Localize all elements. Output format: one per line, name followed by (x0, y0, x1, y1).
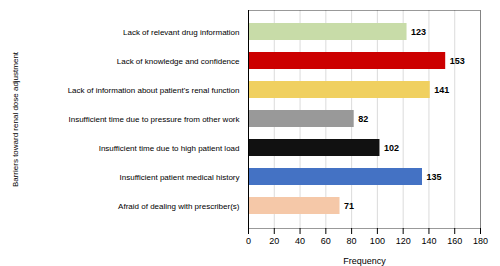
svg-text:0: 0 (246, 236, 251, 246)
svg-text:Insufficient patient medical h: Insufficient patient medical history (120, 173, 240, 182)
svg-text:Lack of relevant drug informat: Lack of relevant drug information (123, 28, 240, 37)
svg-text:60: 60 (321, 236, 331, 246)
svg-text:141: 141 (434, 85, 449, 95)
svg-text:82: 82 (358, 114, 368, 124)
svg-text:140: 140 (421, 236, 436, 246)
svg-text:20: 20 (269, 236, 279, 246)
svg-text:40: 40 (295, 236, 305, 246)
svg-text:153: 153 (450, 56, 465, 66)
svg-text:180: 180 (473, 236, 488, 246)
svg-text:Lack of knowledge and confiden: Lack of knowledge and confidence (117, 57, 240, 66)
svg-text:Insufficient time due to high: Insufficient time due to high patient lo… (99, 144, 240, 153)
svg-text:Insufficient time due to press: Insufficient time due to pressure from o… (68, 115, 240, 124)
svg-text:100: 100 (370, 236, 385, 246)
svg-text:71: 71 (344, 201, 354, 211)
svg-text:102: 102 (384, 143, 399, 153)
svg-text:160: 160 (447, 236, 462, 246)
svg-text:80: 80 (347, 236, 357, 246)
svg-text:Afraid of dealing with prescri: Afraid of dealing with prescriber(s) (118, 202, 240, 211)
svg-text:135: 135 (427, 172, 442, 182)
svg-text:Barriers toward renal dose adj: Barriers toward renal dose adjustment (11, 51, 20, 187)
svg-text:123: 123 (411, 27, 426, 37)
svg-text:120: 120 (396, 236, 411, 246)
svg-text:Frequency: Frequency (343, 256, 386, 266)
svg-text:Lack of information about pati: Lack of information about patient's rena… (68, 86, 240, 95)
